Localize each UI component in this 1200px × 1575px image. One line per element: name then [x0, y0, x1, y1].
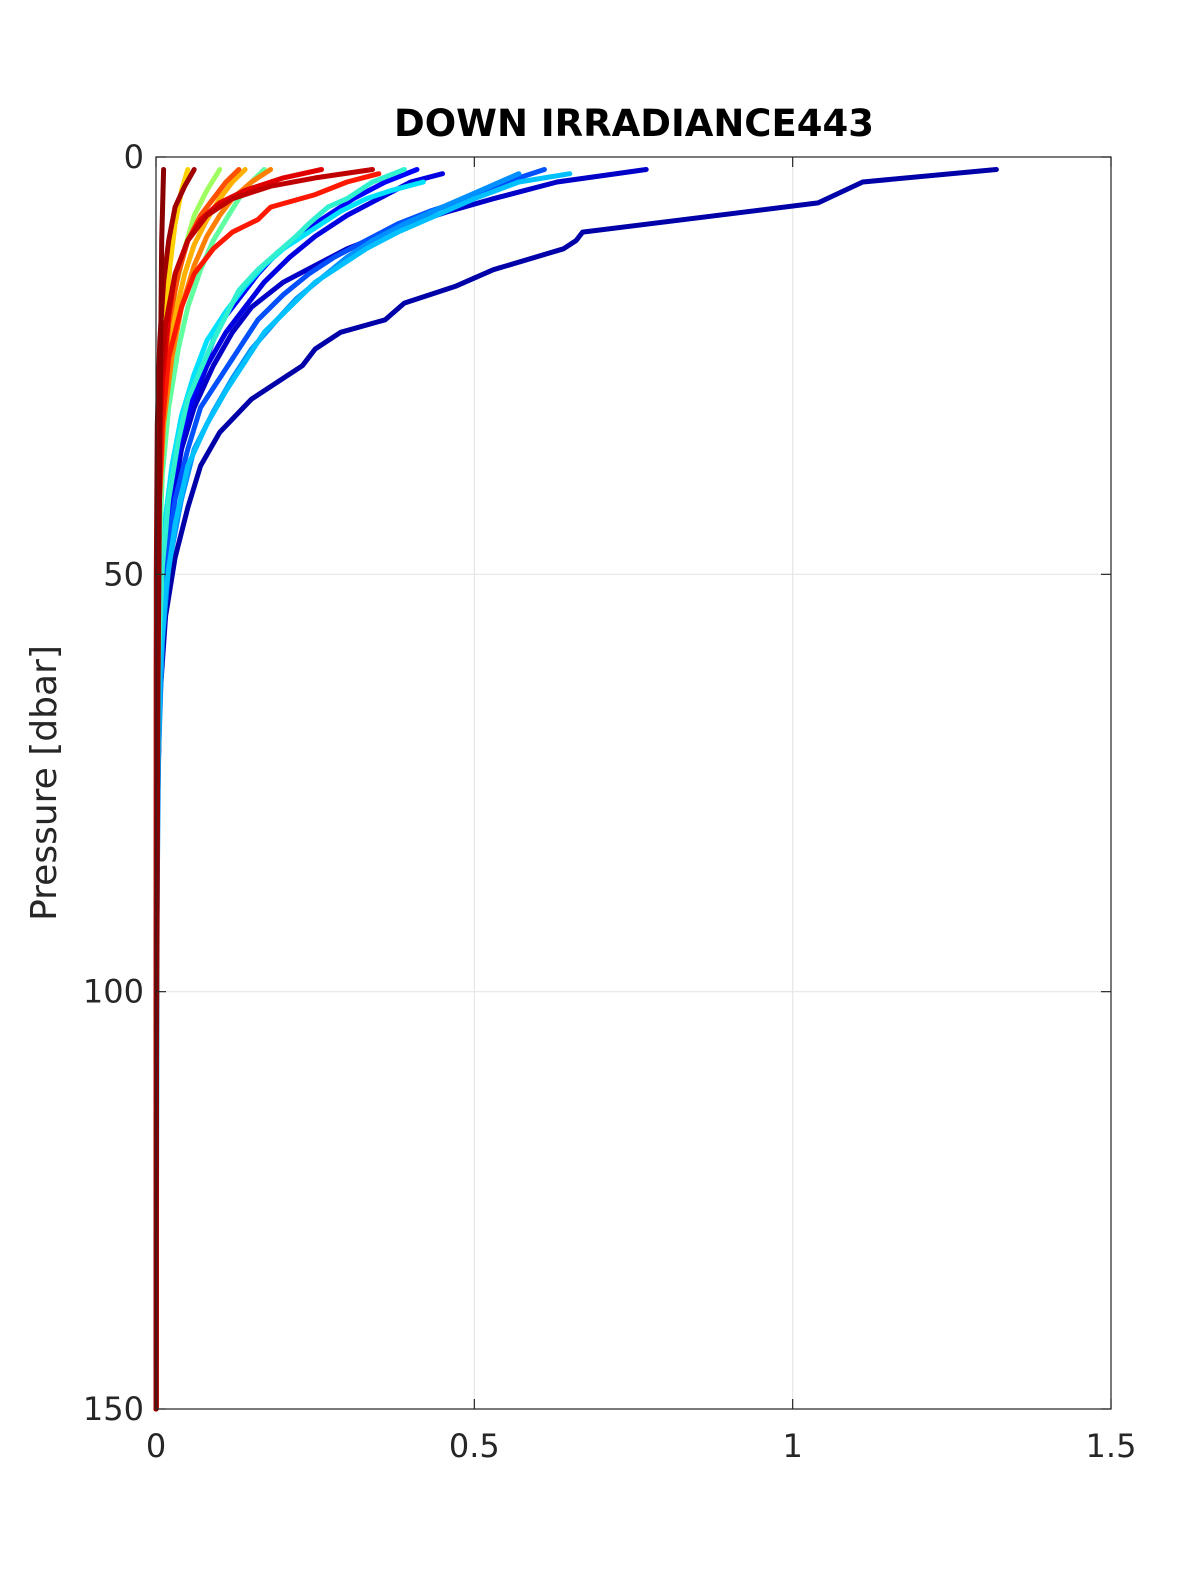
x-tick-label: 0.5 [449, 1427, 500, 1465]
x-tick-label: 1.5 [1086, 1427, 1137, 1465]
y-tick-label: 150 [83, 1390, 144, 1428]
y-tick-labels: 0 50 100 150 [83, 138, 144, 1428]
series-line-9 [153, 167, 407, 1412]
axes-box [155, 156, 1112, 1410]
x-tick-label: 1 [782, 1427, 802, 1465]
x-tick-label: 0 [146, 1427, 166, 1465]
ticks [155, 156, 1112, 1410]
y-tick-label: 100 [83, 973, 144, 1011]
y-tick-label: 50 [103, 555, 144, 593]
chart-title: DOWN IRRADIANCE443 [394, 102, 874, 145]
y-tick-label: 0 [124, 138, 144, 176]
y-axis-label: Pressure [dbar] [24, 645, 65, 921]
series-group [153, 167, 999, 1412]
series-line-7 [153, 171, 573, 1412]
x-tick-labels: 0 0.5 1 1.5 [146, 1427, 1137, 1465]
